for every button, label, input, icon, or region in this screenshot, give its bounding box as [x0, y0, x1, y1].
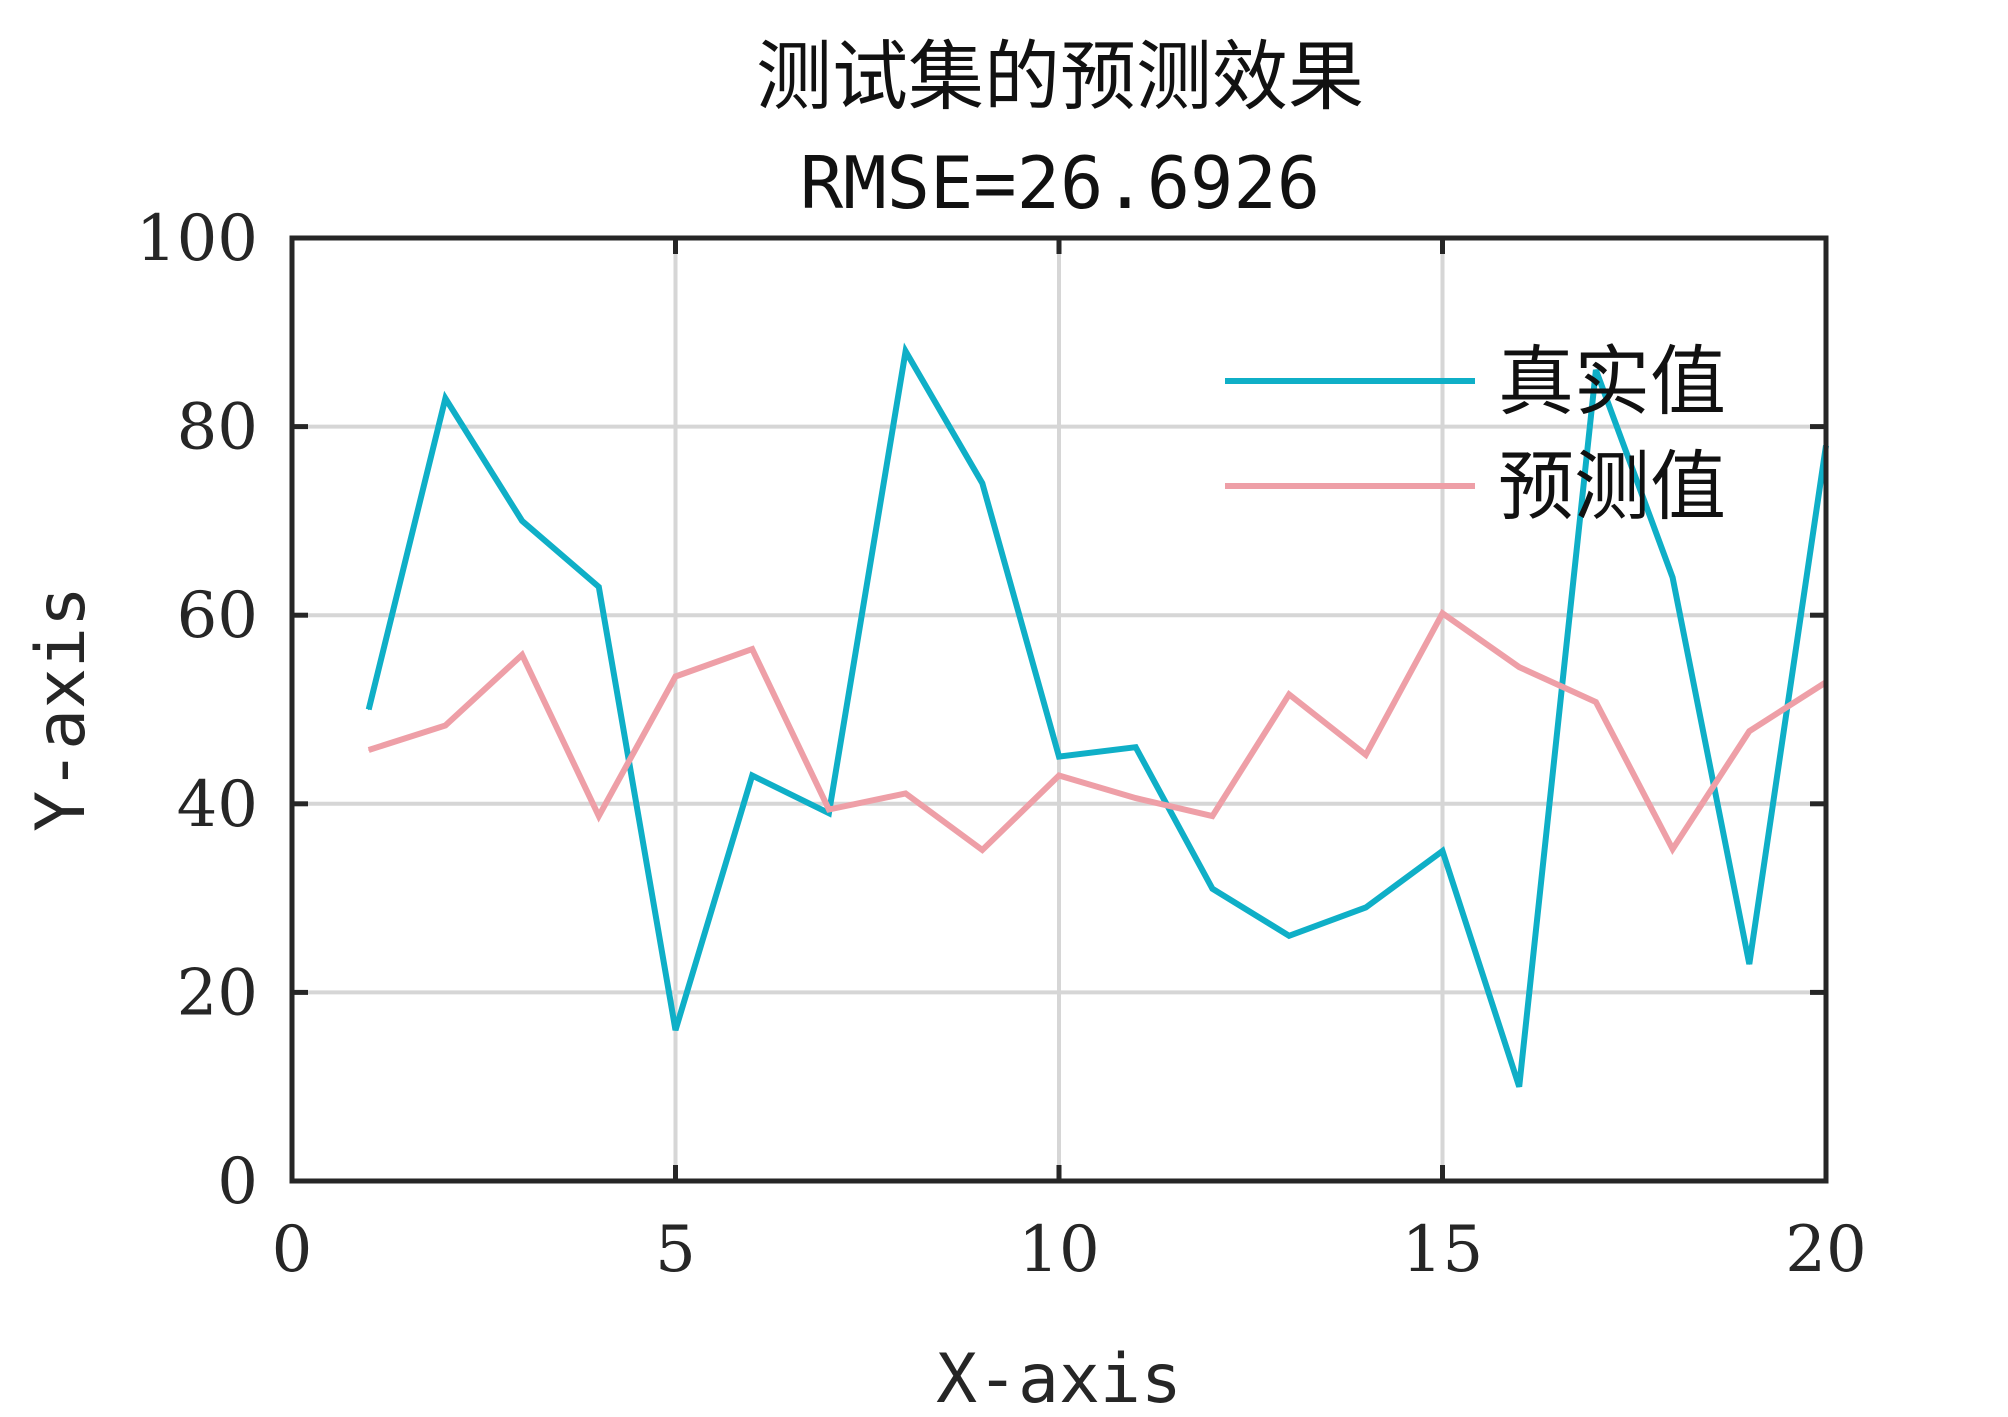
series-2-point	[1441, 612, 1444, 614]
series-1-point	[598, 586, 600, 588]
series-2-point	[1288, 693, 1290, 696]
x-tick-label: 5	[655, 1213, 696, 1287]
x-tick-label: 0	[272, 1213, 313, 1287]
series-1-point	[828, 812, 830, 814]
series-2-point	[1748, 730, 1750, 732]
x-tick-label: 15	[1402, 1213, 1483, 1287]
series-1-point	[1211, 888, 1213, 890]
series-1-point	[674, 1029, 677, 1031]
series-1-point	[444, 397, 446, 399]
series-layer	[365, 342, 1829, 1088]
series-2-point	[444, 724, 446, 727]
x-tick-label: 20	[1785, 1213, 1866, 1287]
series-2-point	[598, 815, 600, 817]
series-2-point	[368, 749, 370, 751]
chart-subtitle: RMSE=26.6926	[800, 141, 1320, 225]
series-2-point	[521, 654, 523, 656]
series-1-point	[1288, 935, 1290, 937]
series-2-point	[1058, 774, 1060, 777]
series-1-point	[368, 708, 370, 711]
series-1-point	[1441, 850, 1444, 852]
plot-frame	[289, 235, 1829, 1184]
series-1-point	[1672, 576, 1674, 579]
series-1-point	[981, 482, 983, 484]
series-1-point	[751, 774, 753, 777]
series-1-point	[1365, 906, 1367, 909]
series-2-point	[1672, 848, 1674, 850]
y-tick-label: 80	[177, 391, 258, 465]
x-axis-label: X-axis	[936, 1340, 1182, 1417]
y-tick-label: 100	[136, 202, 258, 276]
series-2-point	[1595, 701, 1597, 703]
y-axis-label: Y-axis	[22, 586, 101, 832]
series-line-1	[365, 342, 1829, 1088]
series-2-point	[1135, 797, 1137, 799]
legend-label-1: 真实值	[1498, 337, 1726, 426]
series-2-point	[1211, 815, 1213, 817]
x-tick-label: 10	[1018, 1213, 1099, 1287]
series-1-point	[905, 350, 907, 352]
y-tick-labels: 0 20 40 60 80 100	[136, 202, 258, 1219]
series-2-point	[981, 849, 983, 851]
series-1-point	[1135, 746, 1137, 748]
series-2-point	[828, 808, 830, 811]
y-tick-label: 0	[217, 1145, 258, 1219]
series-2-point	[1518, 666, 1520, 668]
y-tick-label: 40	[177, 768, 258, 842]
series-line-2	[367, 608, 1828, 856]
y-tick-label: 20	[177, 956, 258, 1030]
series-2-point	[751, 648, 753, 650]
grid-lines	[292, 238, 1826, 1181]
x-tick-labels: 0 5 10 15 20	[272, 1213, 1867, 1287]
series-1-point	[521, 520, 523, 522]
series-1-point	[1518, 1086, 1520, 1088]
chart-title: 测试集的预测效果	[756, 32, 1364, 121]
series-2-point	[1365, 754, 1367, 756]
legend-label-2: 预测值	[1498, 442, 1726, 531]
series-1-point	[1595, 369, 1597, 371]
series-1-point	[1748, 963, 1750, 965]
series-2-point	[674, 675, 677, 678]
series-2-point	[905, 792, 907, 795]
series-1-point	[1058, 756, 1060, 758]
y-tick-label: 60	[177, 579, 258, 653]
